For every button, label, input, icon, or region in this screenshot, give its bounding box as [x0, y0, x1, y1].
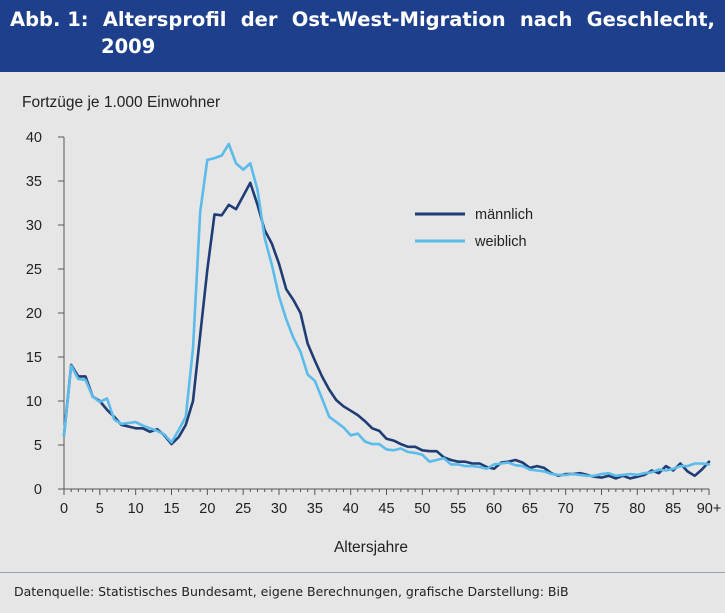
legend-label-maennlich: männlich [475, 207, 533, 223]
legend-label-weiblich: weiblich [474, 234, 527, 250]
y-tick-label: 30 [26, 218, 42, 234]
x-tick-label: 40 [343, 501, 359, 517]
y-tick-label: 0 [34, 482, 42, 498]
figure-title-line-2: 2009 [101, 35, 156, 58]
x-tick-label: 10 [128, 501, 144, 517]
y-tick-label: 5 [34, 438, 42, 454]
x-tick-label: 75 [593, 501, 609, 517]
series-line-weiblich [62, 142, 711, 478]
x-axis-title: Altersjahre [334, 539, 408, 556]
y-tick-label: 10 [26, 394, 42, 410]
x-tick-label: 35 [307, 501, 323, 517]
title-word: der [240, 8, 278, 31]
title-word: Ost-West-Migration [291, 8, 506, 31]
x-tick-label: 85 [665, 501, 681, 517]
x-tick-label: 55 [450, 501, 466, 517]
y-axis-title: Fortzüge je 1.000 Einwohner [22, 94, 220, 111]
axes: 0 5 10 15 20 25 30 35 40 0 5 10 15 20 25 30 35 40 45 50 55 60… [26, 130, 721, 517]
x-tick-label: 80 [629, 501, 645, 517]
y-tick-label: 40 [26, 130, 42, 146]
title-word: Abb. 1: [10, 8, 89, 31]
source-note: Datenquelle: Statistisches Bundesamt, ei… [14, 584, 569, 599]
title-word: nach [519, 8, 573, 31]
x-tick-label: 20 [199, 501, 215, 517]
legend: männlich weiblich [415, 207, 533, 250]
footer-divider [0, 572, 725, 573]
x-tick-label: 70 [558, 501, 574, 517]
x-tick-label: 50 [414, 501, 430, 517]
figure-header: Abb. 1: Altersprofil der Ost-West-Migrat… [0, 0, 725, 72]
line-chart: Fortzüge je 1.000 Einwohner Altersjahre … [22, 94, 721, 556]
x-tick-label: 15 [163, 501, 179, 517]
x-tick-label: 0 [60, 501, 68, 517]
x-tick-label: 65 [522, 501, 538, 517]
x-tick-label: 90+ [697, 501, 722, 517]
x-tick-label: 25 [235, 501, 251, 517]
x-tick-label: 5 [96, 501, 104, 517]
series-line-maennlich [62, 181, 711, 480]
figure-title-line-1: Abb. 1: Altersprofil der Ost-West-Migrat… [10, 8, 715, 31]
y-tick-label: 25 [26, 262, 42, 278]
x-tick-label: 30 [271, 501, 287, 517]
x-tick-label: 45 [378, 501, 394, 517]
y-tick-label: 20 [26, 306, 42, 322]
title-word: Altersprofil [102, 8, 227, 31]
data-lines [62, 142, 711, 480]
title-word: Geschlecht, [586, 8, 715, 31]
y-tick-label: 35 [26, 174, 42, 190]
y-tick-label: 15 [26, 350, 42, 366]
x-tick-label: 60 [486, 501, 502, 517]
